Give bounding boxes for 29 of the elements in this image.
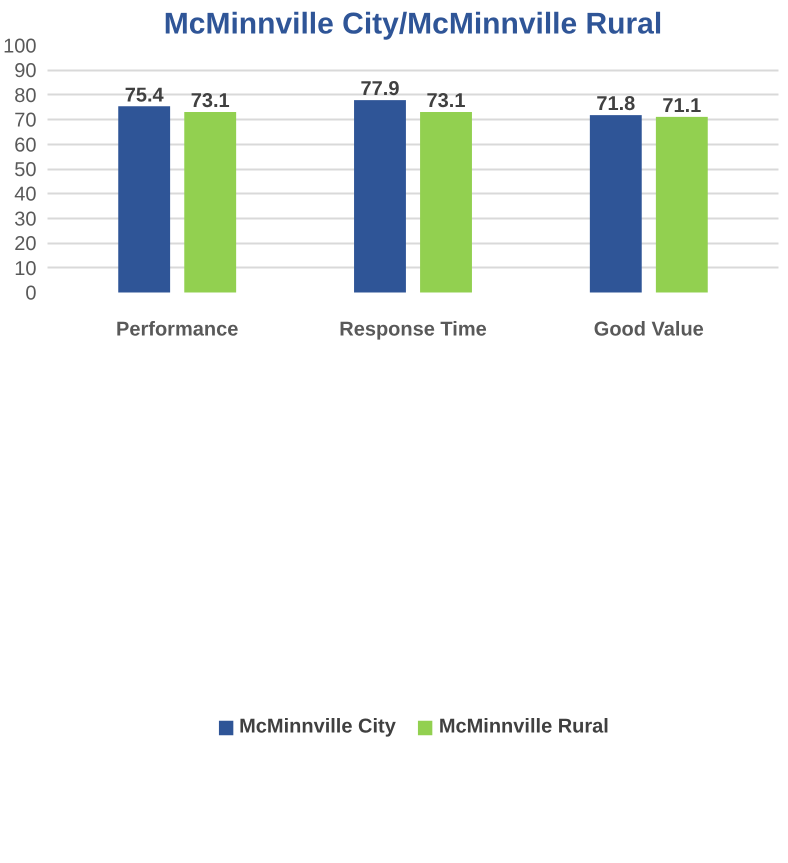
x-tick-label: Response Time <box>339 318 487 340</box>
data-label: 73.1 <box>426 90 466 112</box>
x-tick-label: Performance <box>116 318 238 340</box>
y-tick-label: 70 <box>14 110 37 132</box>
data-label: 73.1 <box>190 90 230 112</box>
data-label: 71.8 <box>596 93 636 116</box>
chart-title: McMinnville City/McMinnville Rural <box>164 8 662 40</box>
legend-label: McMinnville Rural <box>438 716 609 739</box>
y-tick-label: 40 <box>14 184 37 206</box>
y-tick-label: 30 <box>14 208 37 230</box>
data-label: 75.4 <box>124 84 165 106</box>
y-tick-label: 80 <box>14 84 37 107</box>
y-tick-label: 0 <box>25 282 36 304</box>
y-tick-label: 100 <box>3 36 37 58</box>
bar <box>590 115 642 292</box>
bar <box>118 106 170 292</box>
y-tick-label: 90 <box>14 60 37 82</box>
bar <box>420 112 472 292</box>
y-tick-label: 50 <box>14 159 37 181</box>
y-tick-label: 10 <box>14 258 37 280</box>
bar <box>184 112 236 292</box>
y-tick-label: 20 <box>14 233 37 256</box>
legend-label: McMinnville City <box>239 716 396 739</box>
data-label: 77.9 <box>360 78 400 100</box>
bar <box>656 116 708 292</box>
bar <box>354 100 406 292</box>
data-label: 71.1 <box>662 94 702 117</box>
y-tick-label: 60 <box>14 134 37 156</box>
x-tick-label: Good Value <box>594 318 704 340</box>
